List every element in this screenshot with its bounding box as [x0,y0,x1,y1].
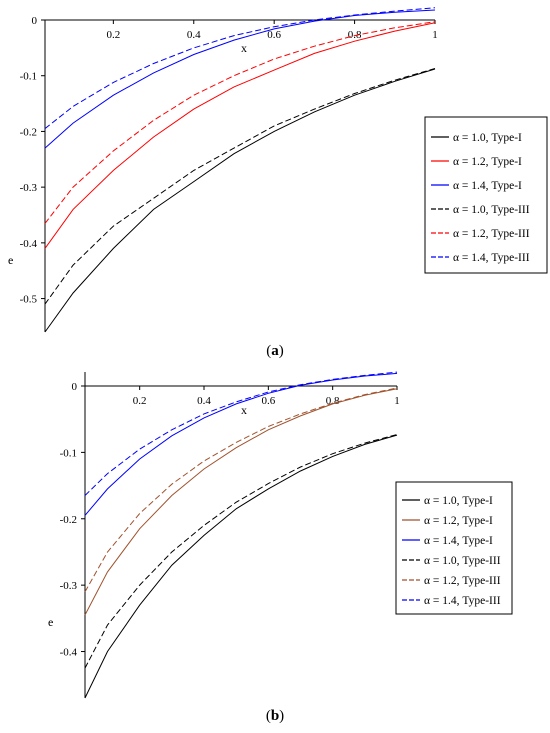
x-tick-label: 1 [394,395,400,407]
x-tick-label: 0.6 [267,29,281,41]
series-line-4 [84,434,398,669]
legend-entry-label: α = 1.4, Type-I [424,535,493,547]
x-tick-label: 0.6 [261,395,275,407]
x-tick-label: 0.4 [187,29,201,41]
legend-entry-label: α = 1.4, Type-III [424,595,501,607]
x-axis-label: x [241,403,247,417]
legend-box [395,481,513,615]
y-tick-label: -0.4 [60,647,78,659]
series-line-1 [84,434,398,699]
legend-entry-label: α = 1.2, Type-I [424,515,493,527]
y-tick-label: -0.1 [60,447,77,459]
legend-entry-label: α = 1.2, Type-III [453,228,530,240]
series-line-2 [44,22,436,249]
legend-entry-label: α = 1.2, Type-III [424,575,501,587]
series-line-1 [44,68,436,333]
y-tick-label: -0.3 [60,580,78,592]
x-tick-label: 0.4 [197,395,211,407]
legend-entry-label: α = 1.0, Type-I [453,132,522,144]
x-tick-label: 0.2 [133,395,147,407]
legend: α = 1.0, Type-I α = 1.2, Type-I α = 1.4, T… [424,116,548,274]
series-line-5 [84,387,398,593]
series-line-3 [44,9,436,149]
y-axis-label: e [8,253,13,267]
panel-label: (a) [266,343,284,359]
series-line-3 [84,372,398,516]
series-line-5 [44,21,436,224]
y-tick-label: -0.2 [20,126,37,138]
y-tick-label: -0.1 [20,71,37,83]
legend-entry-label: α = 1.4, Type-I [453,180,522,192]
y-tick-label: 0 [32,15,38,27]
legend-entry-label: α = 1.0, Type-III [424,555,501,567]
y-tick-label: -0.5 [20,294,38,306]
x-tick-label: 0.2 [106,29,120,41]
y-tick-label: 0 [72,381,78,393]
panel-label: (b) [266,708,284,724]
legend: α = 1.0, Type-I α = 1.2, Type-I α = 1.4, T… [395,481,513,615]
x-tick-label: 1 [432,29,438,41]
y-tick-label: -0.4 [20,238,38,250]
chart-panel-a: 0.2 0.4 0.6 0.8 1 0 -0.1 -0.2 -0.3 -0.4 -0.5 e x α = … [8,7,548,359]
x-axis-label: x [241,41,247,55]
series-line-4 [44,68,436,305]
y-tick-label: -0.3 [20,182,38,194]
series-line-2 [84,388,398,616]
legend-entry-label: α = 1.0, Type-I [424,495,493,507]
legend-entry-label: α = 1.0, Type-III [453,204,530,216]
series-line-6 [44,7,436,129]
legend-entry-label: α = 1.4, Type-III [453,252,530,264]
legend-entry-label: α = 1.2, Type-I [453,156,522,168]
legend-box [424,116,548,274]
y-axis-label: e [48,615,53,629]
y-tick-label: -0.2 [60,514,77,526]
x-tick-label: 0.8 [348,29,362,41]
series-line-6 [84,371,398,496]
